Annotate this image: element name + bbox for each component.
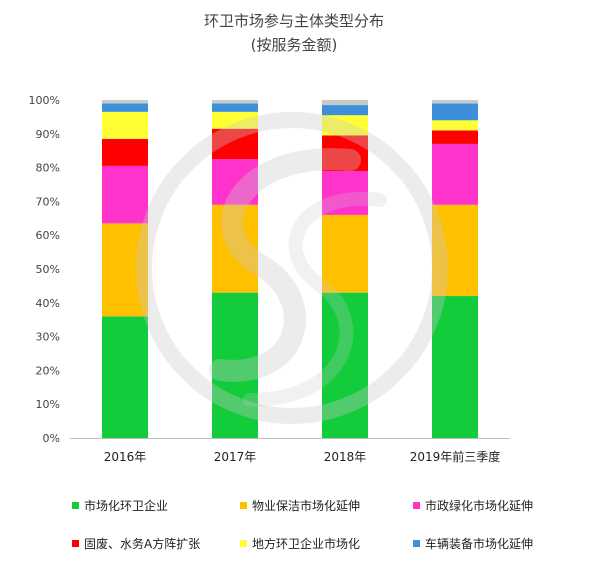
bar-segment <box>432 103 478 121</box>
y-tick-label: 50% <box>36 263 60 276</box>
bar-segment <box>102 103 148 112</box>
y-tick-label: 80% <box>36 162 60 175</box>
bar-segment <box>102 223 148 317</box>
legend-swatch <box>240 540 247 547</box>
x-tick-label: 2017年 <box>214 450 257 464</box>
bar-segment <box>212 204 258 293</box>
y-axis: 0% 10% 20% 30% 40% 50% 60% 70% 80% 90% 100% <box>29 94 60 445</box>
bar-segment <box>212 111 258 129</box>
legend-swatch <box>240 502 247 509</box>
bar-segment <box>212 292 258 438</box>
bar-segment <box>322 292 368 438</box>
y-tick-label: 20% <box>36 364 60 377</box>
bar-segment <box>102 165 148 224</box>
y-tick-label: 0% <box>43 432 60 445</box>
watermark-logo <box>136 112 448 424</box>
legend-swatch <box>413 540 420 547</box>
watermark-ring <box>136 112 448 424</box>
watermark-s-curve-inner <box>243 191 387 407</box>
bar-segment <box>432 130 478 144</box>
legend-label: 固废、水务A方阵扩张 <box>84 536 200 551</box>
y-tick-label: 30% <box>36 331 60 344</box>
x-tick-label: 2016年 <box>104 450 147 464</box>
bar-segment <box>212 159 258 205</box>
legend-label: 车辆装备市场化延伸 <box>425 536 533 551</box>
legend-swatch <box>72 502 79 509</box>
legend-label: 市场化环卫企业 <box>84 498 168 513</box>
watermark-s-curve <box>209 148 361 382</box>
bar-segment <box>322 170 368 215</box>
chart-title: 环卫市场参与主体类型分布 <box>204 12 384 30</box>
y-tick-label: 100% <box>29 94 60 107</box>
x-tick-label: 2018年 <box>324 450 367 464</box>
chart-subtitle: (按服务金额) <box>251 36 338 54</box>
bar-segment <box>432 143 478 205</box>
legend-label: 物业保洁市场化延伸 <box>252 498 360 513</box>
y-tick-label: 90% <box>36 128 60 141</box>
bar-segment <box>322 100 368 106</box>
y-tick-label: 40% <box>36 297 60 310</box>
y-tick-label: 60% <box>36 229 60 242</box>
bar-segment <box>102 100 148 104</box>
legend-swatch <box>413 502 420 509</box>
bars-group <box>102 100 478 438</box>
bar-segment <box>432 204 478 297</box>
legend-label: 市政绿化市场化延伸 <box>425 498 533 513</box>
bar-segment <box>432 296 478 438</box>
y-tick-label: 70% <box>36 195 60 208</box>
bar-segment <box>432 100 478 104</box>
bar-segment <box>432 120 478 131</box>
bar-segment <box>322 115 368 136</box>
bar-segment <box>102 138 148 166</box>
bar-segment <box>322 105 368 116</box>
bar-segment <box>322 135 368 171</box>
x-tick-label: 2019年前三季度 <box>410 449 501 464</box>
bar-segment <box>212 100 258 104</box>
bar-segment <box>322 214 368 293</box>
y-tick-label: 10% <box>36 398 60 411</box>
bar-segment <box>212 128 258 160</box>
bar-segment <box>212 103 258 112</box>
legend-label: 地方环卫企业市场化 <box>252 536 360 551</box>
x-axis: 2016年 2017年 2018年 2019年前三季度 <box>70 438 510 464</box>
legend-swatch <box>72 540 79 547</box>
bar-segment <box>102 316 148 438</box>
bar-segment <box>102 111 148 139</box>
